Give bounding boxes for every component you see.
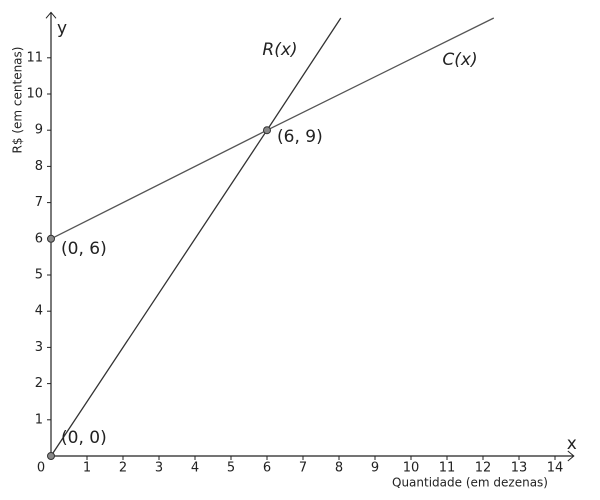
point xyxy=(47,452,55,460)
y-tick-label: 4 xyxy=(35,304,43,319)
x-tick-label: 4 xyxy=(191,461,199,476)
series-label: C(x) xyxy=(442,50,477,70)
x-tick-label: 0 xyxy=(37,461,45,476)
y-arrow xyxy=(45,11,57,19)
y-tick-label: 6 xyxy=(35,231,43,246)
series-line xyxy=(50,17,342,457)
x-tick-label: 9 xyxy=(371,461,379,476)
x-tick-label: 10 xyxy=(403,461,420,476)
x-tick-label: 14 xyxy=(547,461,564,476)
point-label: (6, 9) xyxy=(277,127,323,147)
y-tick-label: 2 xyxy=(35,376,43,391)
x-tick-label: 3 xyxy=(155,461,163,476)
y-tick-label: 1 xyxy=(35,412,43,427)
x-tick-label: 6 xyxy=(263,461,271,476)
y-tick-label: 8 xyxy=(35,159,43,174)
point-label: (0, 0) xyxy=(61,428,107,448)
x-tick-label: 11 xyxy=(439,461,456,476)
x-tick-label: 5 xyxy=(227,461,235,476)
x-tick-label: 7 xyxy=(299,461,307,476)
y-axis-label: R$ (em centenas) xyxy=(11,47,25,154)
x-axis-label: Quantidade (em dezenas) xyxy=(392,476,548,490)
x-arrow xyxy=(567,450,575,462)
y-tick-label: 10 xyxy=(26,87,43,102)
y-tick-label: 3 xyxy=(35,340,43,355)
x-axis-name: x xyxy=(567,434,577,454)
x-tick-label: 8 xyxy=(335,461,343,476)
point xyxy=(47,234,55,243)
point-label: (0, 6) xyxy=(61,239,107,259)
y-tick-label: 5 xyxy=(35,268,43,283)
x-tick-label: 13 xyxy=(511,461,528,476)
point xyxy=(263,126,271,135)
x-tick-label: 1 xyxy=(83,461,91,476)
y-tick-label: 7 xyxy=(35,195,43,210)
y-tick-label: 9 xyxy=(35,123,43,138)
x-tick-label: 12 xyxy=(475,461,492,476)
x-tick-label: 2 xyxy=(119,461,127,476)
y-tick-label: 11 xyxy=(26,50,43,65)
series-label: R(x) xyxy=(262,40,297,60)
y-axis-name: y xyxy=(57,18,67,38)
